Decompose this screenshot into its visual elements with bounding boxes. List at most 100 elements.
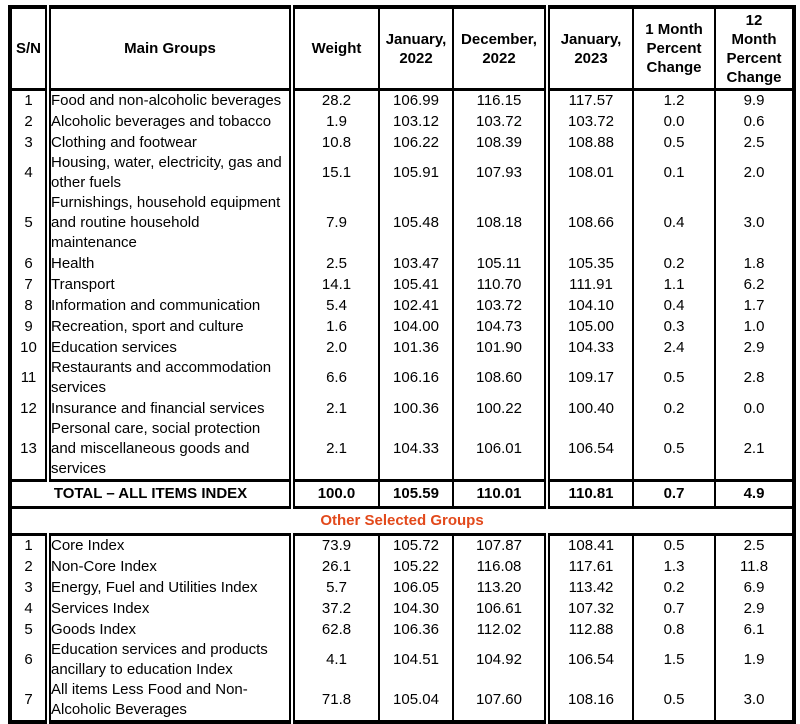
sn-cell: 6 <box>24 651 33 668</box>
jan-2023-cell: 100.40 <box>544 398 633 419</box>
sn-cell: 13 <box>20 440 37 457</box>
cpi-index-table: S/N Main Groups Weight January, 2022 Dec… <box>8 5 796 724</box>
dec-2022-cell: 116.15 <box>452 89 547 111</box>
twelve-month-change-cell: 3.0 <box>714 680 794 722</box>
weight-cell: 26.1 <box>289 556 379 577</box>
sn-cell: 8 <box>24 296 33 314</box>
table-row: 3 Clothing and footwear 10.8 106.22 108.39 10… <box>10 132 794 153</box>
group-name-cell: Furnishings, household equipment and rou… <box>45 193 292 253</box>
sn-cell: 10 <box>20 338 37 356</box>
sn-cell: 11 <box>20 369 37 386</box>
header-january-2022: January, 2022 <box>378 7 453 91</box>
sn-cell: 7 <box>24 275 33 293</box>
table-row: 12 Insurance and financial services 2.1 100… <box>10 398 794 419</box>
total-jan-2023-cell: 110.81 <box>544 479 633 509</box>
dec-2022-cell: 112.02 <box>452 619 547 640</box>
group-name-cell: Food and non-alcoholic beverages <box>45 89 292 111</box>
one-month-change-cell: 0.1 <box>632 153 715 193</box>
jan-2022-cell: 101.36 <box>378 337 453 358</box>
group-name-cell: Recreation, sport and culture <box>45 316 292 337</box>
group-name-cell: All items Less Food and Non- Alcoholic B… <box>45 680 292 722</box>
table-row: 3 Energy, Fuel and Utilities Index 5.7 106.… <box>10 577 794 598</box>
group-name-cell: Clothing and footwear <box>45 132 292 153</box>
group-name-cell: Restaurants and accommodation services <box>45 358 292 398</box>
twelve-month-change-cell: 11.8 <box>714 556 794 577</box>
table-row: 1 Core Index 73.9 105.72 107.87 108.41 0.5 2.5 <box>10 534 794 556</box>
sn-cell: 12 <box>20 399 37 417</box>
table-row: 6 Health 2.5 103.47 105.11 105.35 0.2 1.8 <box>10 253 794 274</box>
twelve-month-change-cell: 1.9 <box>714 640 794 680</box>
header-january-2023: January, 2023 <box>544 7 633 91</box>
total-row: TOTAL – ALL ITEMS INDEX 100.0 105.59 110… <box>10 479 794 509</box>
table-row: 2 Non-Core Index 26.1 105.22 116.08 117.61 1.3… <box>10 556 794 577</box>
dec-2022-cell: 116.08 <box>452 556 547 577</box>
twelve-month-change-cell: 2.5 <box>714 534 794 556</box>
weight-cell: 2.1 <box>289 419 379 481</box>
one-month-change-cell: 1.5 <box>632 640 715 680</box>
twelve-month-change-cell: 2.5 <box>714 132 794 153</box>
one-month-change-cell: 1.3 <box>632 556 715 577</box>
twelve-month-change-cell: 6.9 <box>714 577 794 598</box>
dec-2022-cell: 110.70 <box>452 274 547 295</box>
dec-2022-cell: 108.60 <box>452 358 547 398</box>
twelve-month-change-cell: 1.0 <box>714 316 794 337</box>
header-december-2022: December, 2022 <box>452 7 547 91</box>
group-name-cell: Goods Index <box>45 619 292 640</box>
table-row: 13 Personal care, social protection and m… <box>10 419 794 481</box>
total-dec-2022-cell: 110.01 <box>452 479 547 509</box>
sn-cell: 1 <box>24 92 33 109</box>
jan-2022-cell: 106.22 <box>378 132 453 153</box>
sn-cell: 5 <box>24 620 33 638</box>
total-section: TOTAL – ALL ITEMS INDEX 100.0 105.59 110… <box>10 479 794 536</box>
main-groups-body: 1 Food and non-alcoholic beverages 28.2 106… <box>10 89 794 481</box>
jan-2023-cell: 104.33 <box>544 337 633 358</box>
header-row: S/N Main Groups Weight January, 2022 Dec… <box>10 7 794 91</box>
one-month-change-cell: 1.1 <box>632 274 715 295</box>
twelve-month-change-cell: 2.9 <box>714 598 794 619</box>
one-month-change-cell: 0.3 <box>632 316 715 337</box>
twelve-month-change-cell: 0.0 <box>714 398 794 419</box>
weight-cell: 15.1 <box>289 153 379 193</box>
other-selected-groups-title: Other Selected Groups <box>10 507 794 536</box>
table-row: 8 Information and communication 5.4 102.41 1… <box>10 295 794 316</box>
jan-2022-cell: 103.12 <box>378 111 453 132</box>
jan-2022-cell: 104.00 <box>378 316 453 337</box>
sn-cell: 4 <box>24 164 33 181</box>
jan-2023-cell: 109.17 <box>544 358 633 398</box>
weight-cell: 1.9 <box>289 111 379 132</box>
twelve-month-change-cell: 6.2 <box>714 274 794 295</box>
dec-2022-cell: 107.93 <box>452 153 547 193</box>
table-row: 9 Recreation, sport and culture 1.6 104.00 1… <box>10 316 794 337</box>
one-month-change-cell: 0.4 <box>632 295 715 316</box>
total-12-month-cell: 4.9 <box>714 479 794 509</box>
weight-cell: 71.8 <box>289 680 379 722</box>
jan-2022-cell: 104.33 <box>378 419 453 481</box>
table-row: 5 Goods Index 62.8 106.36 112.02 112.88 0.8 6.1 <box>10 619 794 640</box>
jan-2022-cell: 106.99 <box>378 89 453 111</box>
group-name-cell: Transport <box>45 274 292 295</box>
sn-cell: 3 <box>24 578 33 596</box>
group-name-cell: Housing, water, electricity, gas and oth… <box>45 153 292 193</box>
jan-2023-cell: 108.88 <box>544 132 633 153</box>
jan-2022-cell: 105.72 <box>378 534 453 556</box>
sn-cell: 2 <box>24 557 33 575</box>
table-header: S/N Main Groups Weight January, 2022 Dec… <box>10 7 794 91</box>
dec-2022-cell: 104.92 <box>452 640 547 680</box>
jan-2022-cell: 100.36 <box>378 398 453 419</box>
table-row: 11 Restaurants and accommodation services… <box>10 358 794 398</box>
table-row: 2 Alcoholic beverages and tobacco 1.9 103.1… <box>10 111 794 132</box>
jan-2023-cell: 117.57 <box>544 89 633 111</box>
header-main-groups: Main Groups <box>45 7 292 91</box>
one-month-change-cell: 0.5 <box>632 358 715 398</box>
jan-2023-cell: 104.10 <box>544 295 633 316</box>
sn-cell: 4 <box>24 599 33 617</box>
one-month-change-cell: 2.4 <box>632 337 715 358</box>
twelve-month-change-cell: 2.0 <box>714 153 794 193</box>
jan-2022-cell: 105.41 <box>378 274 453 295</box>
jan-2022-cell: 105.22 <box>378 556 453 577</box>
weight-cell: 6.6 <box>289 358 379 398</box>
total-label-cell: TOTAL – ALL ITEMS INDEX <box>10 479 292 509</box>
weight-cell: 14.1 <box>289 274 379 295</box>
total-weight-cell: 100.0 <box>289 479 379 509</box>
